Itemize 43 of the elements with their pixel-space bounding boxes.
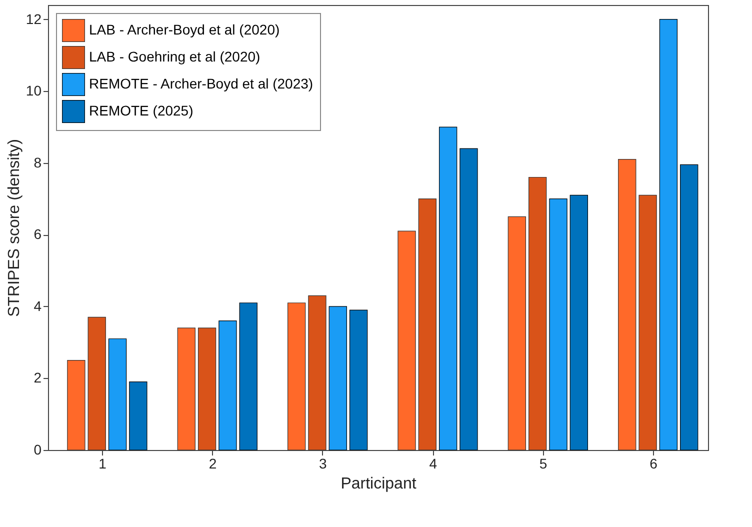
bar: [177, 328, 196, 450]
legend-label: LAB - Archer-Boyd et al (2020): [89, 22, 280, 38]
bar: [287, 302, 306, 450]
x-tick-label: 2: [208, 456, 217, 472]
y-tick-label: 2: [34, 370, 42, 386]
y-tick-label: 10: [26, 82, 42, 99]
bar: [418, 198, 436, 450]
y-tick-label: 8: [34, 154, 42, 170]
y-tick-label: 0: [34, 442, 42, 458]
legend-label: REMOTE - Archer-Boyd et al (2023): [89, 76, 314, 92]
legend-label: REMOTE (2025): [89, 102, 194, 118]
bar: [549, 198, 568, 450]
bar: [349, 310, 368, 450]
bar: [218, 320, 237, 450]
y-tick-label: 6: [34, 226, 42, 242]
bar: [438, 126, 458, 450]
bar: [460, 148, 478, 450]
bar: [638, 194, 657, 450]
bar: [680, 164, 698, 450]
y-tick-label: 4: [34, 298, 42, 314]
bar: [308, 295, 326, 450]
x-tick-label: 6: [650, 456, 658, 472]
y-axis-title: STRIPES score (density): [6, 139, 23, 317]
bar: [67, 360, 86, 450]
bar: [528, 176, 547, 450]
bar: [618, 159, 636, 450]
bar: [198, 328, 216, 450]
bar: [508, 216, 526, 450]
bar: [108, 338, 127, 450]
bar: [129, 382, 148, 450]
legend-label: LAB - Goehring et al (2020): [89, 48, 260, 64]
bar: [659, 19, 678, 450]
x-tick-label: 1: [98, 456, 107, 472]
x-tick-label: 5: [539, 456, 548, 472]
bar: [570, 194, 588, 450]
bar: [328, 306, 347, 450]
bar: [88, 316, 106, 450]
x-tick-label: 4: [429, 456, 438, 472]
bar: [239, 302, 258, 450]
bar: [398, 230, 416, 450]
x-tick-label: 3: [319, 456, 328, 472]
y-tick-label: 12: [26, 10, 42, 27]
x-axis-title: Participant: [340, 476, 417, 492]
